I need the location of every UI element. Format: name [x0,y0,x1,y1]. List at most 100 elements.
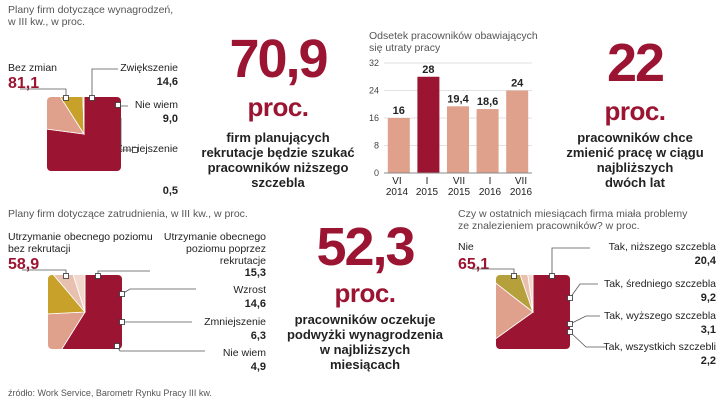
wages-label-1: Zwiększenie [120,62,178,74]
employment-label-3: Zmniejszenie [204,316,266,328]
stat1-number: 70,9 [229,29,328,89]
wages-value-2: 9,0 [162,113,178,125]
stat3-desc-line: miesiącach [329,357,401,372]
stat2-number: 22 [606,33,665,93]
stat1-desc-line: firm planujących [226,130,330,145]
recruitment-label-4: Tak, wszystkich szczebli [603,341,716,353]
employment-pie-slice [48,275,86,313]
employment-label-0-line: Utrzymanie obecnego poziomu [8,231,153,243]
wages-pie-slice [47,97,85,135]
stat3-desc-line: podwyżki wynagrodzenia [286,327,444,342]
bar-x-label: VII 2016 [509,176,533,198]
wages-pie-leader-marker [63,95,69,101]
bar-value-label: 18,6 [477,96,498,108]
wages-title-line1: Plany firm dotyczące wynagrodzeń, [8,4,174,16]
stat3-number: 52,3 [316,217,415,277]
employment-value-2: 14,6 [244,298,266,310]
stat3-unit: proc. [334,278,396,308]
wages-pie-leader-marker [89,95,95,101]
bar [447,106,469,173]
bar-value-label: 19,4 [447,93,469,105]
bar-title-line1: Odsetek pracowników obawiających [369,30,538,42]
stat2-desc-line: zmienić pracę w ciągu [566,145,704,160]
employment-label-1-line: poziomu poprzez [186,243,266,255]
stat2-description: pracowników chce zmienić pracę w ciągu n… [550,130,720,190]
employment-pie-leader-marker [95,273,101,279]
recruitment-pie-leader-marker [511,273,517,279]
bar-x-label: I 2015 [415,176,439,198]
employment-pie-leader-marker [63,273,69,279]
bar-title-line2: się utraty pracy [369,42,441,54]
employment-pie-slice [62,275,86,313]
recruitment-title: Czy w ostatnich miesiącach firma miała p… [458,208,687,232]
recruitment-label-3: Tak, wyższego szczebla [603,310,716,322]
employment-pie-slice [48,275,122,349]
recruitment-value-3: 3,1 [700,324,716,336]
employment-pie-leader-marker [119,319,125,325]
wages-value-3: 0,5 [162,185,178,197]
recruitment-pie-leader-line [569,331,606,348]
stat1-unit: proc. [247,92,309,122]
wages-value-1: 14,6 [156,76,178,88]
stat1-desc-line: pracowników niższego [207,160,349,175]
employment-label-1-line: Utrzymanie obecnego [163,231,266,243]
bar-y-tick-label: 0 [374,168,379,178]
stat3-desc-line: pracowników oczekuje [294,312,436,327]
stat2-unit: proc. [604,96,666,126]
recruitment-pie-leader-marker [567,295,573,301]
employment-label-2: Wzrost [233,284,266,296]
wages-value-0: 81,1 [8,75,40,92]
recruitment-pie-leader-marker [567,329,573,335]
recruitment-title-line2: ze znalezieniem pracowników? w proc. [458,220,640,232]
wages-label-2: Nie wiem [134,99,178,111]
wages-title: Plany firm dotyczące wynagrodzeń, w III … [8,4,173,28]
bar-y-tick-label: 32 [369,58,379,68]
recruitment-value-1: 20,4 [694,255,716,267]
wages-title-line2: w III kw., w proc. [8,16,86,28]
bar-value-label: 28 [422,64,434,76]
bar-x-label: VI 2014 [385,176,409,198]
wages-label-3: Zmniejszenie [116,143,178,155]
recruitment-pie-slice [496,275,570,349]
recruitment-pie-slice [508,275,534,313]
employment-pie-slice [48,275,86,317]
bar-value-label: 24 [511,78,524,90]
bar-x-label: I 2016 [478,176,502,198]
wages-pie-slice [81,97,85,135]
employment-label-0: Utrzymanie obecnego poziomu bez rekrutac… [8,231,153,255]
source-note: źródło: Work Service, Barometr Rynku Pra… [8,388,212,398]
employment-title: Plany firm dotyczące zatrudnienia, w III… [8,208,248,220]
wages-label-0: Bez zmian [8,62,58,74]
employment-value-0: 58,9 [8,256,40,273]
wages-pie-leader-marker [132,147,138,153]
recruitment-pie-leader-line [551,247,590,276]
bar [387,118,410,173]
stat1-desc-line: szczebla [251,175,305,190]
stat3-description: pracowników oczekuje podwyżki wynagrodze… [280,312,450,372]
recruitment-pie-leader-line [569,283,598,299]
recruitment-value-4: 2,2 [700,355,716,367]
wages-pie-leader-marker [115,102,121,108]
employment-pie-leader-marker [114,343,120,349]
employment-value-3: 6,3 [250,330,266,342]
employment-pie-leader-marker [119,291,125,297]
bar-value-label: 16 [393,105,405,117]
bar-x-label: VII 2015 [447,176,471,198]
recruitment-label-0: Nie [458,241,474,253]
employment-label-1: Utrzymanie obecnego poziomu poprzez rekr… [150,231,266,267]
recruitment-pie-leader-marker [549,273,555,279]
employment-value-4: 4,9 [250,361,266,373]
bar [417,76,440,173]
recruitment-pie-leader-line [472,268,515,276]
employment-pie-slice [48,311,86,349]
bar [476,109,499,173]
stat2-desc-line: pracowników chce [577,130,693,145]
wages-pie-leader-line [120,118,135,151]
wages-pie-leader-line [20,88,67,98]
recruitment-pie-slice [496,275,534,314]
recruitment-title-line1: Czy w ostatnich miesiącach firma miała p… [458,208,688,220]
